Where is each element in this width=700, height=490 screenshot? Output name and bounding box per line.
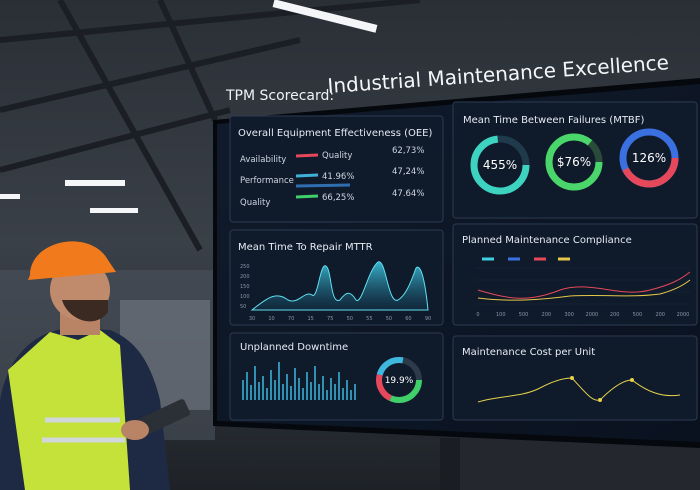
oee-value: 41.96%	[322, 172, 354, 182]
x-tick-label: 0	[476, 312, 479, 318]
panel-title: Planned Maintenance Compliance	[462, 235, 632, 246]
x-tick-label: 500	[633, 312, 643, 318]
x-tick-label: 75	[327, 316, 333, 322]
x-tick-label: 10	[268, 316, 274, 322]
panel-title: Mean Time Between Failures (MTBF)	[463, 115, 645, 126]
panel-title: Unplanned Downtime	[240, 342, 348, 353]
x-tick-label: 200	[542, 312, 552, 318]
ceiling-lights	[0, 0, 378, 213]
y-tick-label: 200	[240, 274, 250, 280]
x-tick-label: 15	[307, 316, 313, 322]
title-prefix: TPM Scorecard:	[225, 88, 334, 104]
gauge-value: $76%	[557, 155, 591, 169]
panel-title: Overall Equipment Effectiveness (OEE)	[238, 128, 433, 139]
oee-value: 62,73%	[392, 146, 424, 156]
ceiling-beams	[0, 0, 421, 252]
x-tick-label: 300	[564, 312, 574, 318]
panel-title: Maintenance Cost per Unit	[462, 347, 595, 358]
panel-title: Mean Time To Repair MTTR	[238, 242, 373, 253]
mtbf-gauges	[470, 128, 679, 195]
mttr-y-labels: 250 200 150 100 50	[240, 264, 250, 310]
cost-line	[477, 377, 681, 403]
worker	[0, 241, 191, 490]
x-tick-label: 60	[405, 316, 411, 322]
x-tick-label: 2000	[677, 312, 690, 318]
y-tick-label: 250	[240, 264, 250, 270]
x-tick-label: 200	[655, 312, 665, 318]
x-tick-label: 500	[519, 312, 529, 318]
y-tick-label: 100	[240, 294, 250, 300]
x-tick-label: 90	[425, 316, 431, 322]
oee-value: Quality	[322, 151, 352, 161]
oee-value: 66,25%	[322, 193, 354, 203]
y-tick-label: 50	[240, 304, 246, 310]
x-tick-label: 70	[288, 316, 294, 322]
downtime-bars	[242, 362, 356, 400]
x-tick-label: 50	[386, 316, 392, 322]
oee-label: Performance	[240, 176, 294, 186]
pmc-x-labels: 0 100 500 200 300 2000 200 500 200 2000	[476, 312, 689, 318]
pmc-line	[477, 271, 691, 299]
oee-value: 47.64%	[392, 189, 424, 199]
pmc-line	[477, 279, 691, 301]
x-tick-label: 50	[347, 316, 353, 322]
gauge-value: 455%	[483, 158, 517, 172]
gauge-value: 19.9%	[385, 376, 414, 386]
x-tick-label: 200	[610, 312, 620, 318]
downtime-gauge	[376, 357, 422, 403]
y-tick-label: 150	[240, 284, 250, 290]
gauge-value: 126%	[632, 151, 666, 165]
oee-value: 47,24%	[392, 167, 424, 177]
mttr-area	[250, 261, 429, 311]
cost-points	[570, 376, 634, 402]
oee-label: Quality	[240, 198, 270, 208]
mttr-x-labels: 30 10 70 15 75 50 55 50 60 90	[249, 316, 431, 322]
x-tick-label: 55	[366, 316, 372, 322]
oee-bars	[295, 153, 351, 199]
x-tick-label: 30	[249, 316, 255, 322]
screen-stand	[440, 438, 460, 490]
pmc-grid	[475, 267, 690, 305]
oee-label: Availability	[240, 155, 286, 165]
x-tick-label: 2000	[586, 312, 599, 318]
x-tick-label: 100	[496, 312, 506, 318]
